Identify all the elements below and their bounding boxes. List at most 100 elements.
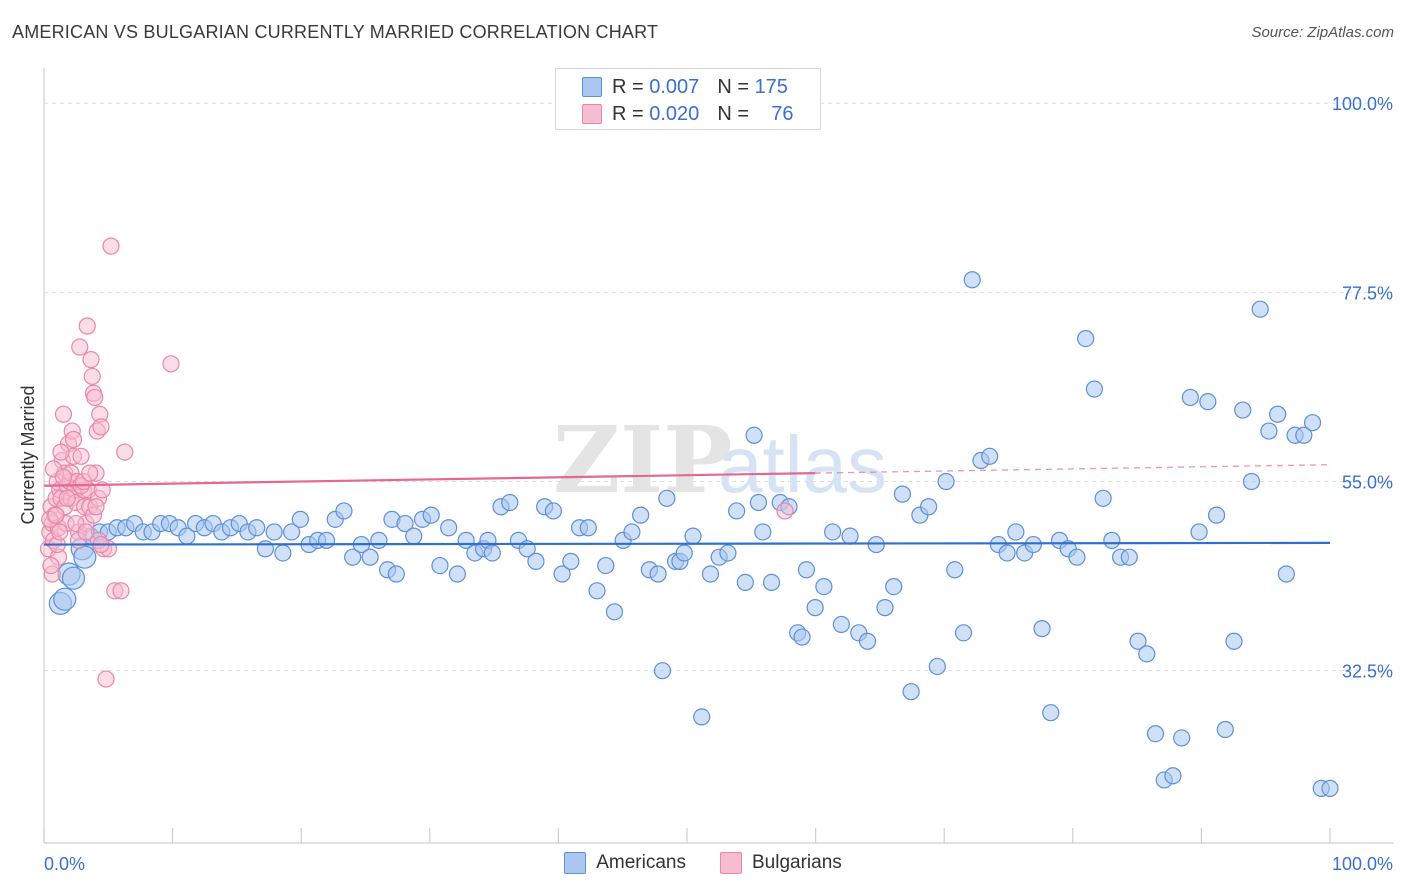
americans-point bbox=[893, 485, 912, 503]
legend-label-americans: Americans bbox=[596, 852, 686, 873]
americans-point bbox=[824, 523, 842, 541]
bulgarians-point bbox=[83, 367, 101, 386]
americans-point bbox=[361, 548, 379, 566]
americans-point bbox=[1120, 548, 1138, 566]
bulgarians-point bbox=[87, 498, 105, 516]
bulgarians-swatch bbox=[582, 104, 602, 124]
x-tick-label: 0.0% bbox=[44, 854, 85, 874]
series-legend: Americans Bulgarians bbox=[0, 852, 1406, 874]
americans-point bbox=[544, 502, 562, 520]
n-label: N = bbox=[717, 102, 749, 125]
americans-point bbox=[396, 514, 414, 533]
americans-point bbox=[1207, 506, 1226, 524]
bulgarians-point bbox=[86, 388, 104, 407]
watermark: ZIP atlas bbox=[553, 406, 887, 514]
americans-point bbox=[562, 552, 580, 570]
americans-swatch bbox=[582, 77, 602, 97]
bulgarians-trend-extension bbox=[814, 464, 1331, 474]
americans-point bbox=[1234, 401, 1252, 419]
americans-point bbox=[653, 662, 672, 680]
bulgarians-point bbox=[71, 338, 89, 356]
americans-point bbox=[501, 493, 519, 512]
bulgarians-trend-line bbox=[43, 472, 816, 487]
americans-point bbox=[632, 506, 650, 524]
labels-layer: 32.5% 55.0% 77.5% 100.0% 0.0% 100.0% bbox=[44, 94, 1393, 874]
americans-point bbox=[1216, 720, 1234, 739]
americans-swatch bbox=[564, 852, 587, 874]
americans-point bbox=[649, 565, 667, 583]
stats-row-bulgarians: R = 0.020 N = 76 bbox=[582, 101, 793, 127]
americans-point bbox=[1164, 767, 1182, 785]
bulgarians-point bbox=[64, 430, 83, 449]
y-tick-label: 77.5% bbox=[1342, 283, 1393, 303]
legend-item-bulgarians[interactable]: Bulgarians bbox=[719, 852, 842, 874]
bulgarians-point bbox=[81, 464, 99, 482]
americans-points bbox=[48, 271, 1339, 797]
grid-layer bbox=[44, 102, 1394, 672]
americans-point bbox=[1269, 405, 1287, 423]
r-label: R = bbox=[612, 75, 644, 98]
y-tick-label: 32.5% bbox=[1342, 662, 1393, 682]
americans-point bbox=[745, 426, 763, 444]
americans-point bbox=[797, 561, 816, 579]
americans-point bbox=[1007, 523, 1025, 541]
americans-point bbox=[701, 565, 720, 583]
americans-point bbox=[684, 527, 702, 545]
americans-point bbox=[605, 603, 624, 621]
bulgarians-point bbox=[47, 506, 65, 524]
americans-point bbox=[370, 531, 388, 549]
stats-row-americans: R = 0.007 N = 175 bbox=[582, 74, 788, 100]
americans-point bbox=[1173, 729, 1191, 747]
americans-point bbox=[1146, 725, 1165, 743]
americans-point bbox=[483, 544, 501, 562]
americans-point bbox=[937, 472, 955, 491]
americans-point bbox=[736, 573, 754, 591]
americans-point bbox=[1024, 535, 1042, 554]
americans-point bbox=[248, 519, 266, 537]
americans-point bbox=[527, 552, 545, 570]
legend-item-americans[interactable]: Americans bbox=[564, 852, 686, 874]
watermark-atlas: atlas bbox=[718, 420, 887, 509]
americans-point bbox=[728, 502, 746, 520]
bulgarians-point bbox=[77, 523, 95, 541]
bulgarians-point bbox=[72, 447, 90, 465]
americans-point bbox=[806, 599, 824, 617]
americans-point bbox=[422, 506, 440, 524]
americans-point bbox=[579, 519, 597, 537]
americans-point bbox=[754, 523, 772, 541]
americans-point bbox=[1260, 422, 1278, 440]
r-value: 0.007 bbox=[649, 75, 700, 98]
bulgarians-point bbox=[54, 405, 73, 423]
americans-point bbox=[658, 489, 676, 507]
americans-point bbox=[1303, 414, 1322, 432]
americans-point bbox=[946, 561, 964, 579]
americans-point bbox=[1042, 704, 1060, 722]
bulgarians-point bbox=[116, 443, 134, 461]
chart-title: AMERICAN VS BULGARIAN CURRENTLY MARRIED … bbox=[12, 22, 659, 42]
source-label: Source: ZipAtlas.com bbox=[1251, 24, 1394, 41]
americans-point bbox=[283, 523, 301, 541]
americans-point bbox=[291, 510, 309, 528]
n-label: N = bbox=[717, 75, 749, 98]
americans-point bbox=[920, 498, 938, 516]
americans-point bbox=[876, 599, 894, 617]
r-value: 0.020 bbox=[649, 102, 700, 125]
bulgarians-point bbox=[54, 468, 73, 486]
americans-point bbox=[344, 548, 362, 566]
americans-point bbox=[597, 556, 615, 575]
americans-point bbox=[335, 502, 353, 520]
americans-point bbox=[553, 565, 571, 583]
x-tick-label: 100.0% bbox=[1332, 854, 1393, 874]
americans-point bbox=[1033, 620, 1051, 638]
n-value: 76 bbox=[771, 102, 794, 125]
americans-point bbox=[1068, 548, 1086, 566]
americans-point bbox=[793, 628, 811, 646]
trend-layer bbox=[43, 464, 1331, 546]
legend-label-bulgarians: Bulgarians bbox=[751, 852, 842, 873]
bulgarians-point bbox=[42, 556, 60, 575]
americans-point bbox=[1295, 426, 1313, 444]
bulgarians-point bbox=[52, 443, 70, 461]
watermark-zip: ZIP bbox=[553, 406, 732, 514]
americans-point bbox=[1094, 489, 1112, 507]
